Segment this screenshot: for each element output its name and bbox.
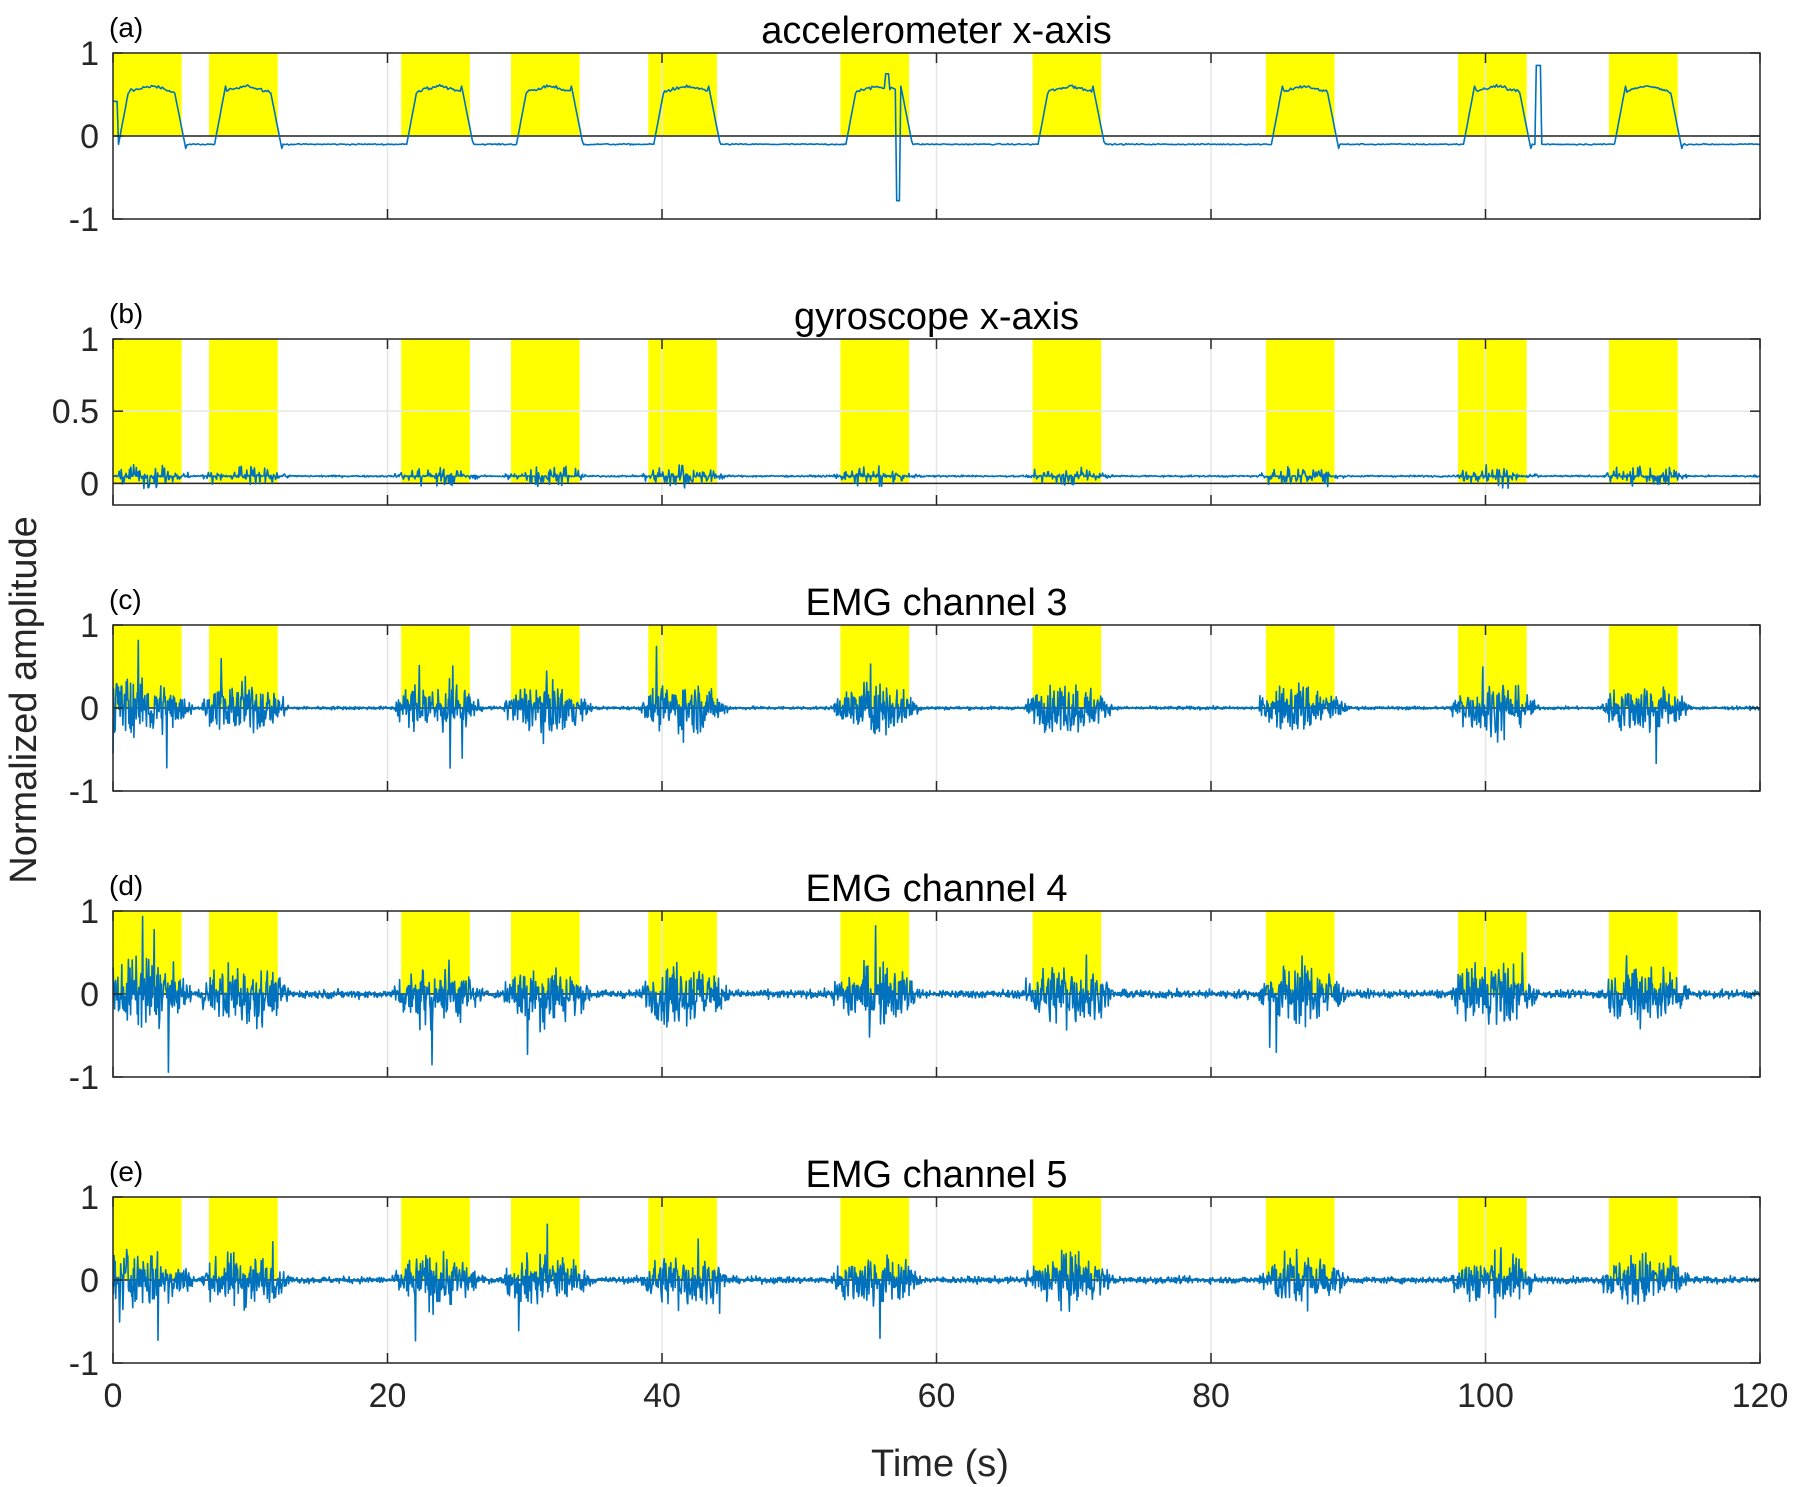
subplot-1: -1 0 1 accelerometer x-axis (a) [69, 10, 1761, 239]
signal-line [112, 1223, 1760, 1342]
signal-line [112, 463, 1761, 490]
y-tick-label: 0 [80, 465, 99, 503]
panel-letter: (b) [109, 298, 143, 329]
activity-band-10 [1609, 53, 1678, 136]
panel-title: EMG channel 5 [806, 1154, 1068, 1196]
x-tick-label: 60 [918, 1377, 956, 1415]
activity-band-10 [1609, 625, 1678, 708]
x-tick-label: 120 [1732, 1377, 1789, 1415]
panel-title: EMG channel 3 [806, 582, 1068, 624]
activity-band-4 [511, 911, 580, 994]
activity-band-3 [401, 911, 470, 994]
panel-letter: (d) [109, 870, 143, 901]
y-tick-label: 0 [80, 690, 99, 728]
signal-line [112, 64, 1761, 202]
activity-band-5 [648, 53, 717, 136]
y-tick-label: 1 [80, 321, 99, 359]
y-tick-label: 0 [80, 976, 99, 1014]
activity-band-2 [209, 1197, 278, 1280]
subplot-2: 0 0.5 1 gyroscope x-axis (b) [52, 296, 1761, 506]
y-tick-label: -1 [69, 1345, 99, 1383]
activity-band-7 [1032, 53, 1102, 136]
activity-band-5 [648, 911, 717, 994]
panel-title: EMG channel 4 [806, 868, 1068, 910]
x-tick-label: 20 [369, 1377, 407, 1415]
y-tick-label: -1 [69, 1059, 99, 1097]
activity-band-1 [113, 53, 182, 136]
subplot-3: -1 0 1 EMG channel 3 (c) [69, 582, 1761, 811]
y-tick-label: 0 [80, 118, 99, 156]
activity-band-10 [1609, 911, 1678, 994]
y-tick-label: 1 [80, 893, 99, 931]
panel-title: gyroscope x-axis [794, 296, 1079, 338]
y-axis-label: Normalized amplitude [3, 516, 45, 884]
y-tick-label: -1 [69, 201, 99, 239]
panel-letter: (a) [109, 12, 143, 43]
activity-band-2 [209, 53, 278, 136]
activity-band-9 [1458, 53, 1527, 136]
y-tick-label: -1 [69, 773, 99, 811]
panel-letter: (c) [109, 584, 142, 615]
x-tick-label: 80 [1192, 1377, 1230, 1415]
panel-letter: (e) [109, 1156, 143, 1187]
subplot-4: -1 0 1 EMG channel 4 (d) [69, 868, 1761, 1097]
y-tick-label: 0.5 [52, 393, 99, 431]
x-tick-label: 0 [104, 1377, 123, 1415]
y-tick-label: 1 [80, 35, 99, 73]
activity-band-4 [511, 53, 580, 136]
signal-line [112, 639, 1761, 769]
activity-band-6 [840, 53, 910, 136]
signal-line [112, 915, 1761, 1073]
y-tick-label: 1 [80, 607, 99, 645]
y-tick-label: 1 [80, 1179, 99, 1217]
x-tick-label: 100 [1457, 1377, 1514, 1415]
activity-band-8 [1265, 53, 1335, 136]
x-tick-label: 40 [643, 1377, 681, 1415]
panel-title: accelerometer x-axis [761, 10, 1112, 52]
y-tick-label: 0 [80, 1262, 99, 1300]
activity-band-3 [401, 53, 470, 136]
x-axis-label: Time (s) [871, 1443, 1009, 1485]
